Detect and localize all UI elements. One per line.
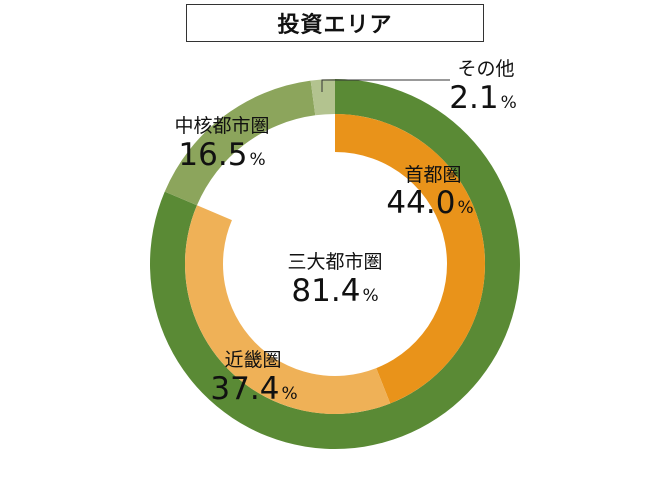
label-sandai-name: 三大都市圏 [287, 251, 382, 273]
label-chukaku-name: 中核都市圏 [174, 115, 269, 137]
label-sandai-value: 81.4% [291, 273, 378, 309]
chart-title: 投資エリア [186, 4, 484, 42]
slice-outer-1 [164, 80, 316, 206]
slice-inner-0 [335, 114, 485, 404]
slice-inner-1 [185, 205, 391, 415]
inner-ring [185, 114, 485, 415]
outer-ring [149, 79, 520, 449]
label-kinki-value: 37.4% [210, 371, 297, 407]
label-shutoken-value: 44.0% [386, 185, 473, 221]
leader-line-other [321, 79, 450, 92]
label-other-name: その他 [457, 58, 514, 80]
label-chukaku-value: 16.5% [178, 137, 265, 173]
label-kinki-name: 近畿圏 [224, 349, 281, 371]
label-shutoken-name: 首都圏 [404, 164, 461, 186]
slice-outer-2 [310, 79, 335, 116]
label-other-value: 2.1% [449, 80, 516, 116]
